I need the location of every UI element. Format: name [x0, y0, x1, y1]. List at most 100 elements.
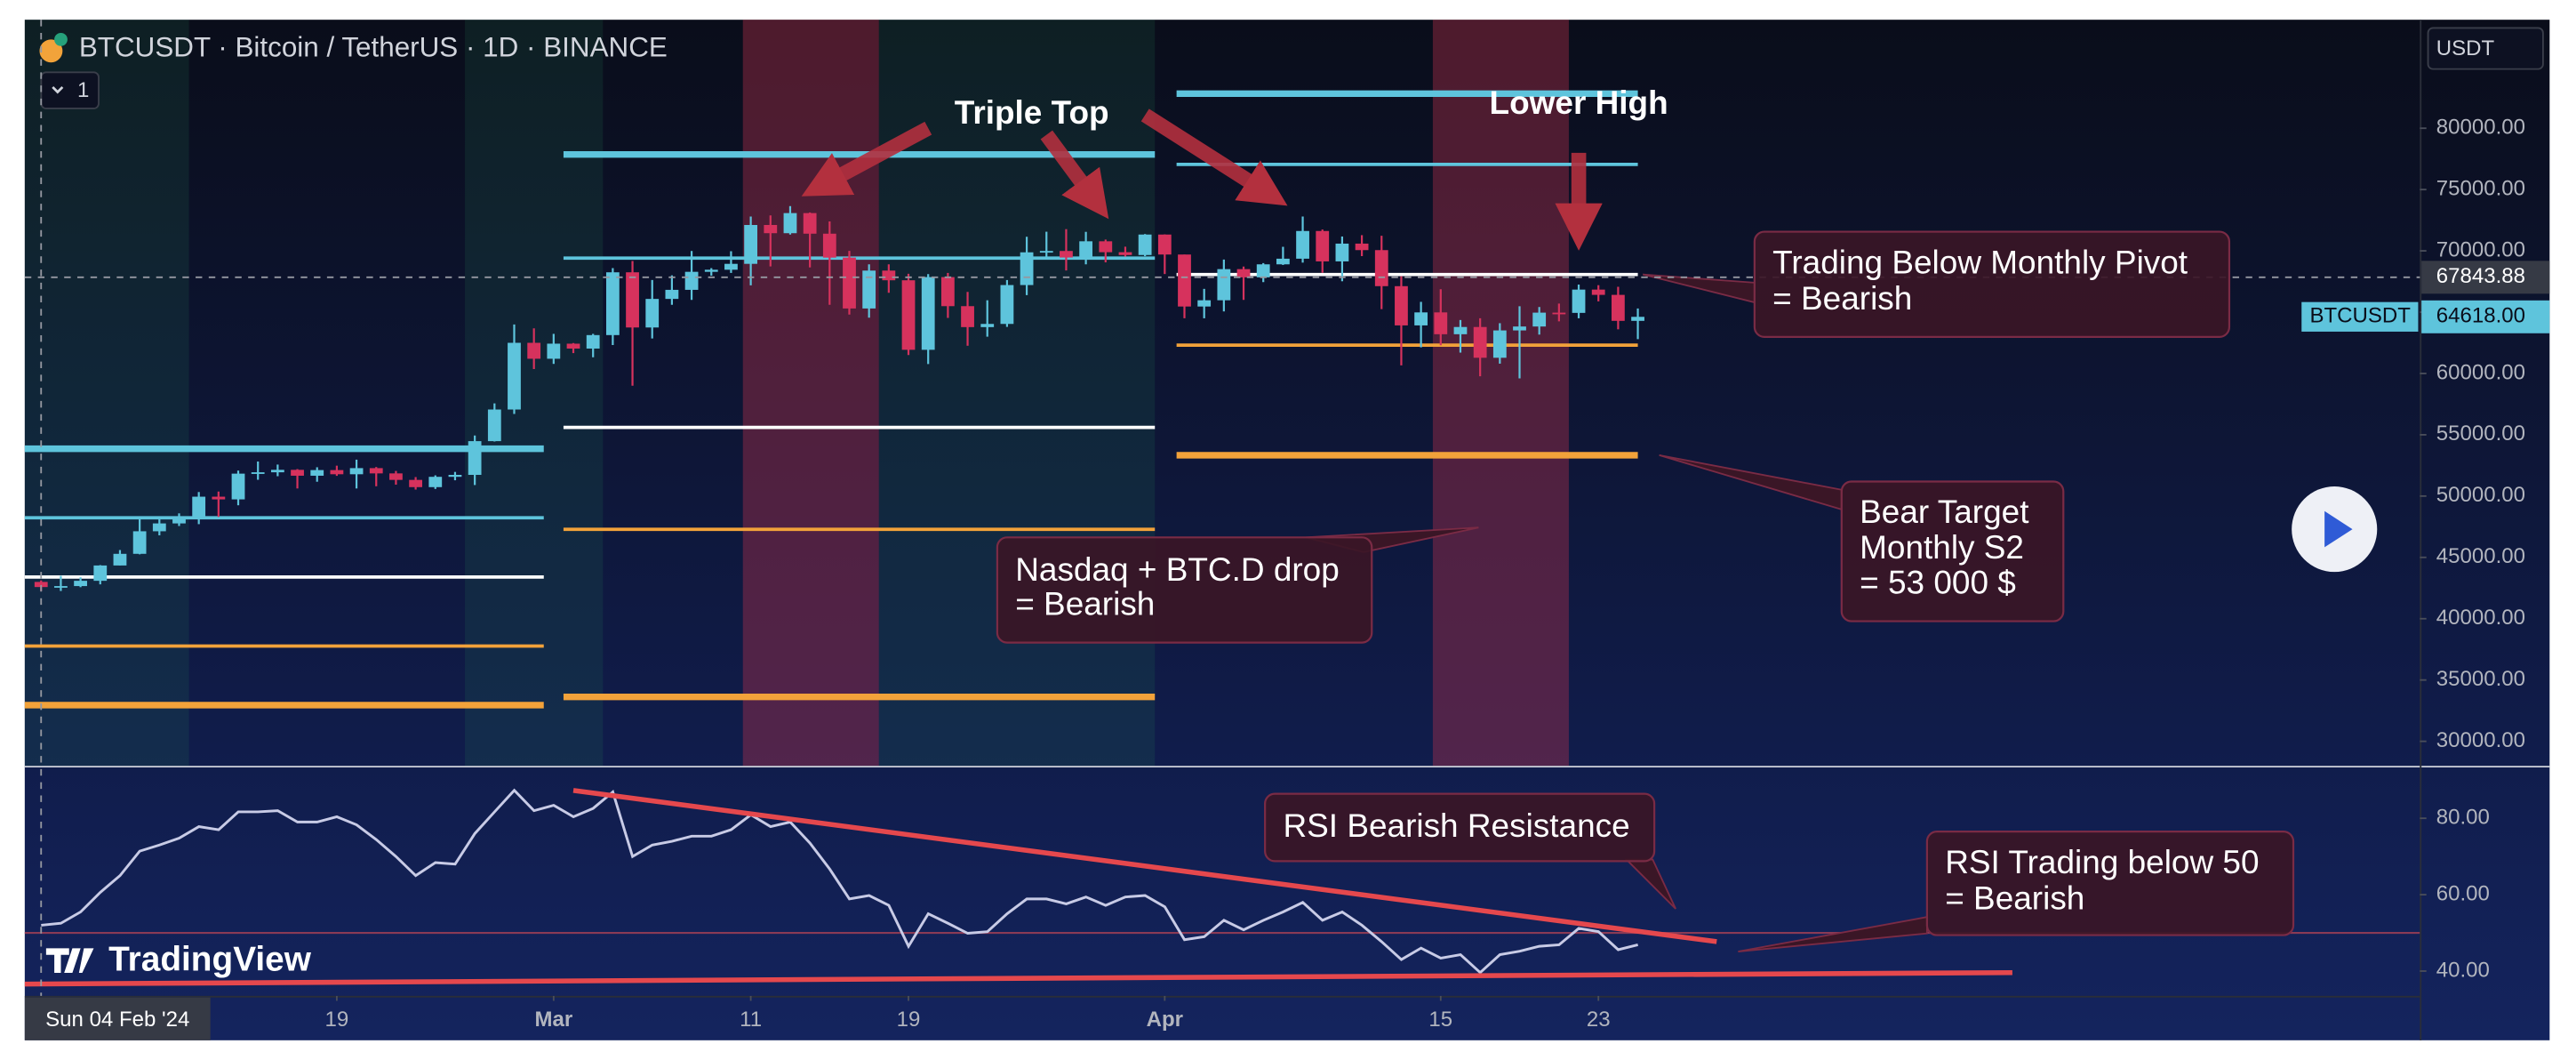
y-tick-label: 55000.00 [2436, 422, 2525, 446]
annotation-box [1264, 792, 1656, 863]
candle-body [586, 334, 600, 349]
candle-body [921, 277, 935, 350]
indicator-toggle[interactable] [40, 71, 100, 109]
annotation-text: Lower High [1490, 84, 1668, 121]
annotation-box [1753, 230, 2231, 338]
currency: USDT [2436, 36, 2495, 60]
candle-body [665, 289, 679, 300]
candle-body [527, 342, 541, 359]
candle-body [1236, 269, 1251, 277]
candle-body [93, 565, 108, 582]
candle-body [74, 581, 87, 587]
candle-body [901, 280, 916, 350]
candle-body [862, 270, 876, 309]
crosshair-date-label: Sun 04 Feb '24 [45, 1008, 189, 1032]
arrow [1140, 108, 1288, 206]
play-icon [2324, 510, 2353, 548]
candle-body [803, 213, 817, 234]
y-tick-label: 30000.00 [2436, 728, 2525, 752]
candle-body [34, 582, 48, 588]
candle-body [1118, 252, 1132, 255]
y-tick-label: 35000.00 [2436, 667, 2525, 691]
candle-body [113, 553, 127, 566]
candle-body [605, 272, 620, 335]
candle-body [152, 523, 166, 532]
candle-body [1492, 330, 1507, 358]
y-tick-label: 80.00 [2436, 806, 2490, 830]
candle-body [843, 257, 856, 309]
candle-body [291, 470, 304, 476]
symbol-icon [39, 39, 63, 63]
candle-body [1335, 243, 1349, 261]
annotation-text: Trading Below Monthly Pivot [1772, 244, 2188, 280]
y-tick-label: 60000.00 [2436, 360, 2525, 384]
crosshair-price-label: 67843.88 [2436, 264, 2525, 288]
candle-body [724, 263, 738, 270]
candle-body [1395, 285, 1408, 325]
candle-body [1572, 289, 1586, 313]
annotation-text: Nasdaq + BTC.D drop [1015, 551, 1340, 588]
candle-body [1611, 294, 1625, 321]
y-tick-label: 40000.00 [2436, 606, 2525, 630]
trendline [24, 969, 2012, 987]
candle-body [1138, 234, 1152, 255]
x-tick-label: 19 [897, 1008, 921, 1032]
candle-body [961, 306, 974, 327]
last-price-label: 64618.00 [2436, 304, 2525, 328]
candle-body [330, 470, 344, 475]
candle-body [744, 224, 758, 264]
candle-body [231, 473, 245, 500]
annotation-text: RSI Bearish Resistance [1283, 807, 1629, 844]
y-tick-label: 80000.00 [2436, 116, 2525, 140]
highlight-zone [465, 20, 604, 767]
annotation-text: Triple Top [955, 94, 1109, 131]
annotation-text: Bear Target [1860, 494, 2028, 530]
candle-body [1453, 326, 1468, 334]
candle-body [1532, 312, 1547, 327]
candle-body [980, 324, 995, 327]
x-tick-label: Apr [1147, 1008, 1183, 1032]
y-tick-label: 40.00 [2436, 958, 2490, 982]
x-tick-label: Mar [534, 1008, 572, 1032]
y-tick-label: 60.00 [2436, 881, 2490, 905]
y-tick-label: 50000.00 [2436, 483, 2525, 507]
candle-body [1473, 326, 1487, 358]
candle-body [349, 468, 364, 475]
candle-body [1513, 326, 1526, 331]
last-price-box [2421, 300, 2550, 333]
candle-body [1157, 234, 1172, 255]
indicator-count: 1 [77, 78, 89, 102]
candle-body [132, 531, 147, 554]
candle-body [764, 224, 778, 234]
candle-body [369, 468, 383, 474]
candle-body [1355, 243, 1369, 251]
highlight-zone [24, 20, 189, 767]
candle-body [1060, 251, 1073, 258]
highlight-zone [742, 20, 879, 767]
candle-body [428, 477, 443, 487]
currency-button[interactable] [2427, 27, 2544, 70]
arrow [1040, 130, 1109, 220]
symbol-title: BTCUSDT · Bitcoin / TetherUS · 1D · BINA… [79, 32, 668, 63]
candle-body [1178, 254, 1191, 307]
annotation-text: Monthly S2 [1860, 529, 2024, 566]
candle-body [1276, 258, 1290, 265]
candle-body [1374, 250, 1388, 286]
chevron-icon [52, 85, 64, 94]
y-tick-label: 75000.00 [2436, 176, 2525, 200]
candle-body [172, 517, 186, 524]
candle-body [310, 470, 324, 476]
x-tick-label: 11 [740, 1008, 762, 1032]
overlay: BTCUSDT · Bitcoin / TetherUS · 1D · BINA… [24, 20, 2550, 1040]
candle-body [409, 479, 422, 487]
candle-body [192, 496, 206, 518]
candle-body [1631, 317, 1644, 321]
x-tick-label: 23 [1587, 1008, 1611, 1032]
candle-body [1296, 230, 1309, 259]
annotation-text: = Bearish [1772, 280, 1912, 317]
logo-text: TradingView [108, 940, 312, 978]
candle-body [54, 586, 68, 588]
annotation-text: = 53 000 $ [1860, 565, 2016, 601]
candle-body [566, 343, 580, 349]
symbol-price-tag-label: BTCUSDT [2309, 304, 2411, 328]
